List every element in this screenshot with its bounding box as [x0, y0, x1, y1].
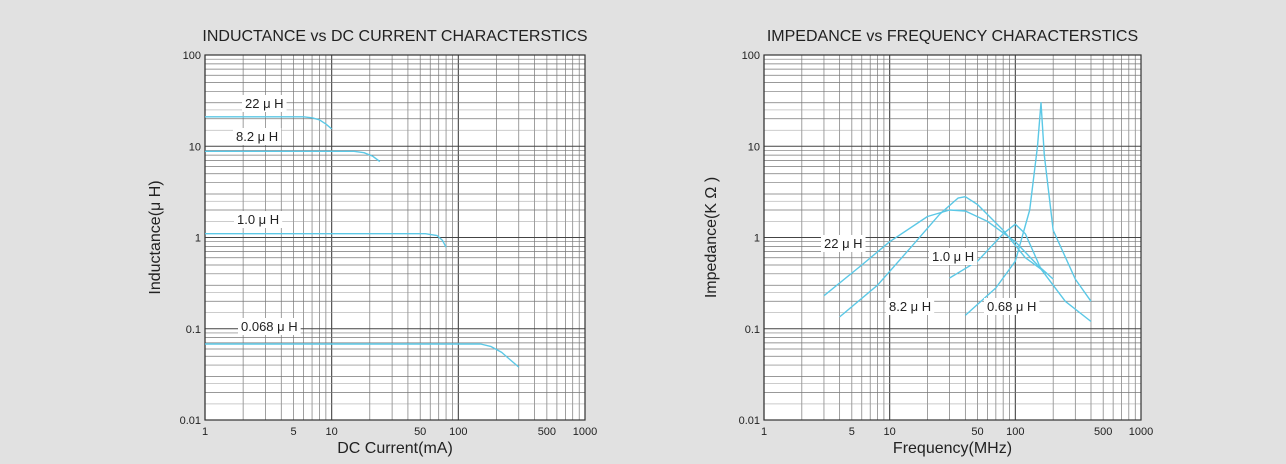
- x-tick-labels: 1 5 10 50 100 500 1000: [202, 426, 597, 438]
- x-tick-label: 100: [1006, 426, 1024, 438]
- plot-frame: [763, 54, 1142, 421]
- plot-frame: [204, 54, 586, 421]
- x-tick-label: 5: [290, 426, 296, 438]
- series-label-bg: [238, 318, 301, 335]
- x-tick-label: 5: [849, 426, 855, 438]
- y-tick-label: 1: [754, 233, 760, 245]
- x-tick-label: 50: [971, 426, 983, 438]
- chart-title: INDUCTANCE vs DC CURRENT CHARACTERSTICS: [202, 28, 587, 45]
- y-tick-labels: 0.01 0.1 1 10 100: [739, 50, 760, 427]
- grid: [204, 54, 586, 421]
- series-line: [823, 209, 1054, 297]
- y-tick-labels: 0.01 0.1 1 10 100: [180, 50, 201, 427]
- series-label-bg: [929, 248, 978, 265]
- series-label: 8.2 μ H: [889, 299, 931, 314]
- impedance-chart: 22 μ H 8.2 μ H 1.0 μ H 0.68 μ H 1 5 10 50 100 50…: [703, 28, 1153, 457]
- x-tick-labels: 1 5 10 50 100 500 1000: [761, 426, 1153, 438]
- series-label-bg: [234, 211, 283, 228]
- x-tick-label: 50: [414, 426, 426, 438]
- series-label: 1.0 μ H: [932, 249, 974, 264]
- y-tick-label: 10: [748, 141, 760, 153]
- x-axis-label: Frequency(MHz): [893, 440, 1012, 457]
- series-line: [949, 223, 1092, 323]
- chart-title: IMPEDANCE vs FREQUENCY CHARACTERSTICS: [767, 28, 1138, 45]
- series-label: 22 μ H: [245, 96, 284, 111]
- series-line: [964, 102, 1092, 316]
- series-label: 8.2 μ H: [236, 129, 278, 144]
- y-axis-label: Impedance(K Ω ): [703, 177, 720, 298]
- series-label: 22 μ H: [824, 236, 863, 251]
- series-line: [205, 233, 447, 248]
- series-line: [205, 116, 333, 130]
- series-line: [205, 150, 381, 163]
- series-label: 0.68 μ H: [987, 299, 1036, 314]
- y-tick-label: 1: [195, 233, 201, 245]
- series-label-bg: [984, 298, 1040, 315]
- y-tick-label: 100: [742, 50, 760, 62]
- y-tick-label: 100: [183, 50, 201, 62]
- series-group: [823, 102, 1092, 323]
- series-label-group: 22 μ H 8.2 μ H 1.0 μ H 0.68 μ H: [821, 235, 1040, 315]
- series-line: [205, 343, 520, 368]
- y-tick-label: 0.1: [745, 324, 760, 336]
- y-tick-label: 0.01: [180, 415, 201, 427]
- series-label-bg: [886, 298, 935, 315]
- series-label: 1.0 μ H: [237, 212, 279, 227]
- series-label-bg: [821, 235, 866, 252]
- series-label-group: 22 μ H 8.2 μ H 1.0 μ H 0.068 μ H: [233, 95, 301, 335]
- series-label: 0.068 μ H: [241, 319, 298, 334]
- y-axis-label: Inductance(μ H): [147, 180, 164, 294]
- x-tick-label: 500: [538, 426, 556, 438]
- x-tick-label: 10: [326, 426, 338, 438]
- x-tick-label: 10: [884, 426, 896, 438]
- series-label-bg: [242, 95, 287, 112]
- x-tick-label: 1000: [573, 426, 597, 438]
- x-tick-label: 500: [1094, 426, 1112, 438]
- x-tick-label: 1: [202, 426, 208, 438]
- y-tick-label: 10: [189, 141, 201, 153]
- grid: [763, 54, 1142, 421]
- x-tick-label: 1: [761, 426, 767, 438]
- y-tick-label: 0.01: [739, 415, 760, 427]
- x-tick-label: 100: [449, 426, 467, 438]
- x-tick-label: 1000: [1129, 426, 1153, 438]
- y-tick-label: 0.1: [186, 324, 201, 336]
- inductance-chart: 22 μ H 8.2 μ H 1.0 μ H 0.068 μ H 1 5 10 50 100 5…: [147, 28, 597, 457]
- series-label-bg: [233, 128, 282, 145]
- x-axis-label: DC Current(mA): [337, 440, 453, 457]
- series-line: [839, 196, 1048, 318]
- series-group: [205, 116, 520, 368]
